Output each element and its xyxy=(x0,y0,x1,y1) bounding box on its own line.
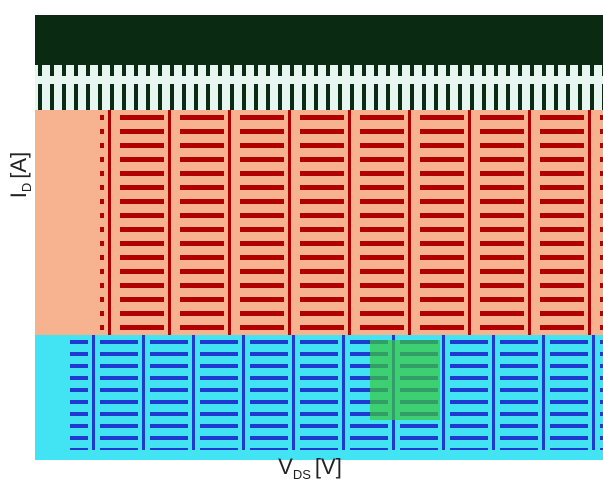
y-axis-label: ID[A] xyxy=(6,152,34,198)
top-band xyxy=(35,65,603,110)
green-patch xyxy=(370,340,440,420)
red-stripes xyxy=(100,110,603,335)
header-band xyxy=(35,15,603,65)
blue-stripes xyxy=(70,335,603,450)
x-axis-label: VDS [V] xyxy=(278,454,342,482)
